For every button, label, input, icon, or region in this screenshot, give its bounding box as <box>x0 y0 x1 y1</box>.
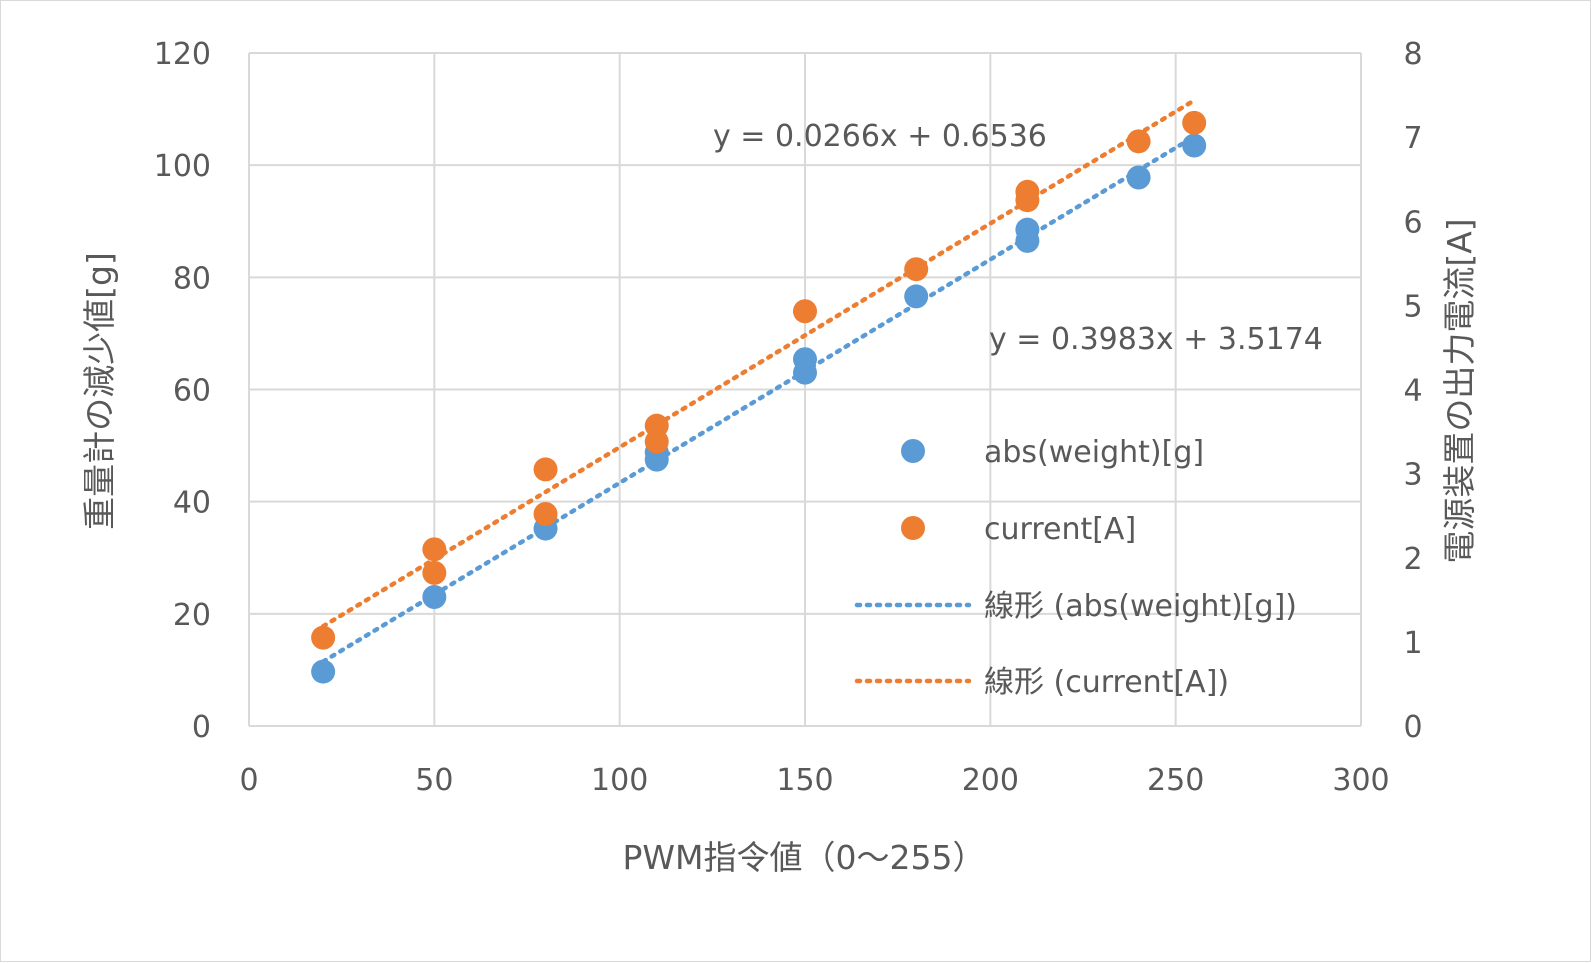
y-left-tick-label: 80 <box>173 261 211 296</box>
legend-label: current[A] <box>984 512 1136 547</box>
data-points <box>311 110 1207 684</box>
data-point <box>422 560 447 585</box>
data-point <box>644 413 669 438</box>
y-right-tick-label: 3 <box>1403 458 1422 493</box>
x-tick-label: 150 <box>776 763 833 798</box>
x-tick-label: 300 <box>1332 763 1389 798</box>
y-right-tick-label: 5 <box>1403 289 1422 324</box>
x-tick-label: 100 <box>591 763 648 798</box>
data-point <box>311 659 336 684</box>
x-tick-label: 0 <box>239 763 258 798</box>
trendline <box>320 134 1197 664</box>
y-left-tick-label: 40 <box>173 486 211 521</box>
y-left-tick-label: 120 <box>154 37 211 72</box>
legend-label: 線形 (abs(weight)[g]) <box>984 589 1297 624</box>
data-point <box>1126 165 1151 190</box>
y-axis-left-title: 重量計の減少値[g] <box>80 252 119 530</box>
y-left-tick-label: 60 <box>173 374 211 409</box>
data-point <box>533 502 558 527</box>
grid-layer <box>248 52 1362 727</box>
x-axis-title: PWM指令値（0〜255） <box>623 838 986 877</box>
data-point <box>533 457 558 482</box>
y-right-tick-label: 1 <box>1403 626 1422 661</box>
x-tick-label: 50 <box>415 763 453 798</box>
y-right-tick-label: 0 <box>1403 710 1422 745</box>
legend: abs(weight)[g] current[A] 線形 (abs(weight)[… <box>854 435 1297 700</box>
x-tick-label: 200 <box>962 763 1019 798</box>
y-right-tick-label: 2 <box>1403 542 1422 577</box>
y-right-tick-label: 7 <box>1403 121 1422 156</box>
legend-marker <box>901 516 925 540</box>
data-point <box>904 257 929 282</box>
trendline-equations: y = 0.3983x + 3.5174 y = 0.0266x + 0.6536 <box>713 119 1323 357</box>
data-point <box>793 299 817 324</box>
data-point <box>1182 110 1207 135</box>
data-point <box>793 347 817 372</box>
data-point <box>1015 217 1040 242</box>
data-point <box>311 625 336 650</box>
y-left-tick-label: 100 <box>154 149 211 184</box>
data-point <box>1182 133 1207 158</box>
data-point <box>1015 179 1040 204</box>
tick-labels: 0 20 40 60 80 100 120 0 50 100 150 200 250 300 0 1 2 3 4 5 6… <box>154 37 1423 798</box>
legend-label: 線形 (current[A]) <box>984 665 1229 700</box>
data-point <box>904 284 929 309</box>
data-point <box>422 585 447 610</box>
trendline <box>320 98 1197 629</box>
y-left-tick-label: 0 <box>192 710 211 745</box>
trendlines <box>320 98 1197 664</box>
y-right-tick-label: 6 <box>1403 205 1422 240</box>
x-tick-label: 250 <box>1147 763 1204 798</box>
data-point <box>422 537 447 562</box>
y-right-tick-label: 4 <box>1403 374 1422 409</box>
data-point <box>1126 129 1151 154</box>
y-right-tick-label: 8 <box>1403 37 1422 72</box>
y-axis-right-title: 電源装置の出力電流[A] <box>1440 218 1479 563</box>
legend-marker <box>901 439 925 463</box>
trendline-equation: y = 0.0266x + 0.6536 <box>713 119 1047 154</box>
trendline-equation: y = 0.3983x + 3.5174 <box>989 322 1323 357</box>
y-left-tick-label: 20 <box>173 598 211 633</box>
legend-label: abs(weight)[g] <box>984 435 1204 470</box>
